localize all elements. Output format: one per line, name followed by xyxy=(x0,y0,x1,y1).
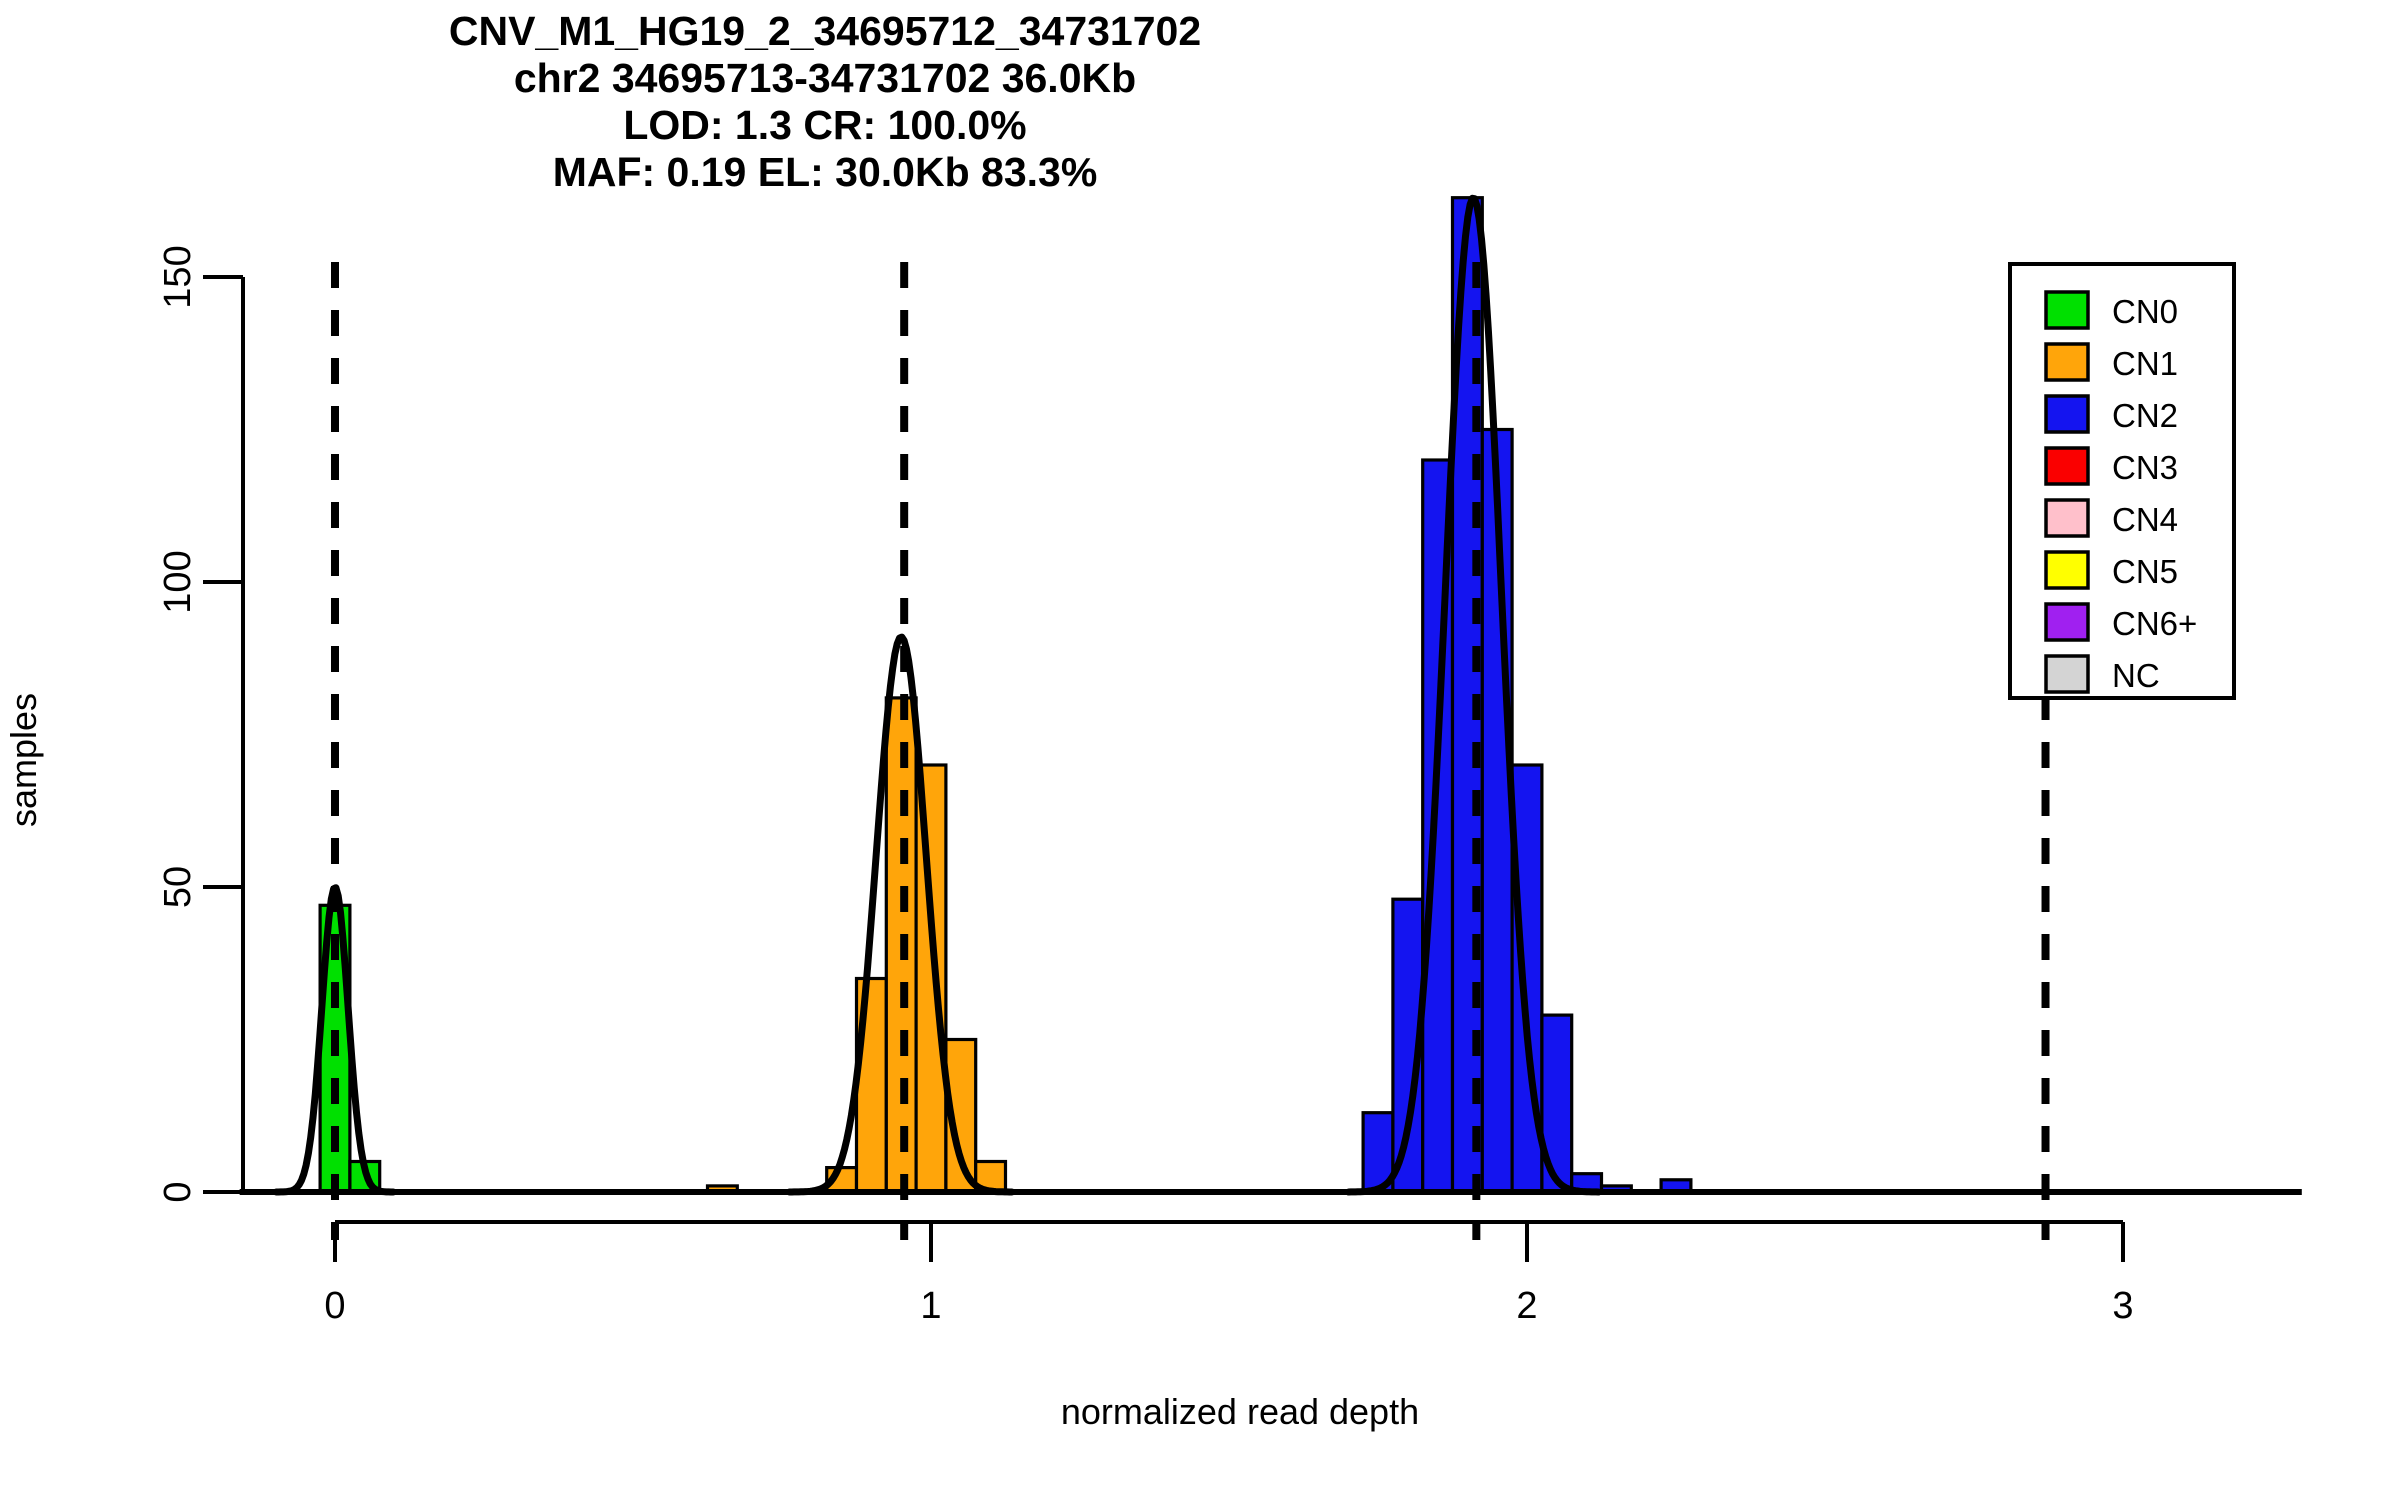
legend-item-cn2[interactable]: CN2 xyxy=(2044,394,2178,434)
legend-label: NC xyxy=(2112,657,2160,694)
legend-label: CN2 xyxy=(2112,397,2178,434)
y-tick-label: 0 xyxy=(157,1181,199,1202)
legend-swatch xyxy=(2044,498,2090,538)
legend-label: CN5 xyxy=(2112,553,2178,590)
legend-item-cn5[interactable]: CN5 xyxy=(2044,550,2178,590)
title-line-1: CNV_M1_HG19_2_34695712_34731702 xyxy=(449,8,1201,54)
legend-swatch xyxy=(2044,654,2090,694)
legend-item-cn6plus[interactable]: CN6+ xyxy=(2044,602,2197,642)
density-curve xyxy=(786,633,1016,1196)
legend[interactable]: CN0 CN1 CN2 CN3 CN4 CN5 CN6+ NC xyxy=(2008,262,2236,700)
legend-item-cn0[interactable]: CN0 xyxy=(2044,290,2178,330)
y-tick-label: 100 xyxy=(157,550,199,613)
legend-swatch xyxy=(2044,446,2090,486)
legend-label: CN3 xyxy=(2112,449,2178,486)
legend-item-cn1[interactable]: CN1 xyxy=(2044,342,2178,382)
legend-swatch xyxy=(2044,394,2090,434)
y-axis-label: samples xyxy=(3,693,44,827)
legend-label: CN4 xyxy=(2112,501,2178,538)
legend-item-cn3[interactable]: CN3 xyxy=(2044,446,2178,486)
legend-swatch xyxy=(2044,550,2090,590)
legend-item-nc[interactable]: NC xyxy=(2044,654,2160,694)
legend-label: CN1 xyxy=(2112,345,2178,382)
x-tick-label: 1 xyxy=(920,1285,941,1327)
title-line-4: MAF: 0.19 EL: 30.0Kb 83.3% xyxy=(553,149,1098,195)
legend-swatch xyxy=(2044,602,2090,642)
y-tick-label: 50 xyxy=(157,866,199,908)
x-axis: 0 1 2 3 xyxy=(324,1220,2134,1327)
plot-title: CNV_M1_HG19_2_34695712_34731702 chr2 346… xyxy=(449,8,1201,195)
legend-label: CN0 xyxy=(2112,293,2178,330)
x-tick-label: 2 xyxy=(1516,1285,1537,1327)
x-axis-label: normalized read depth xyxy=(1061,1391,1419,1432)
y-axis: 0 50 100 150 xyxy=(157,245,245,1203)
x-tick-label: 0 xyxy=(324,1285,345,1327)
histogram-bars xyxy=(318,196,1693,1194)
expected-copy-number-lines xyxy=(331,262,2050,1240)
histogram-bar xyxy=(914,763,948,1194)
legend-item-cn4[interactable]: CN4 xyxy=(2044,498,2178,538)
y-tick-label: 150 xyxy=(157,245,199,308)
title-line-2: chr2 34695713-34731702 36.0Kb xyxy=(514,55,1136,101)
legend-swatch xyxy=(2044,342,2090,382)
legend-swatch xyxy=(2044,290,2090,330)
x-tick-label: 3 xyxy=(2112,1285,2133,1327)
title-line-3: LOD: 1.3 CR: 100.0% xyxy=(623,102,1026,148)
density-curve xyxy=(1345,194,1602,1196)
legend-label: CN6+ xyxy=(2112,605,2197,642)
